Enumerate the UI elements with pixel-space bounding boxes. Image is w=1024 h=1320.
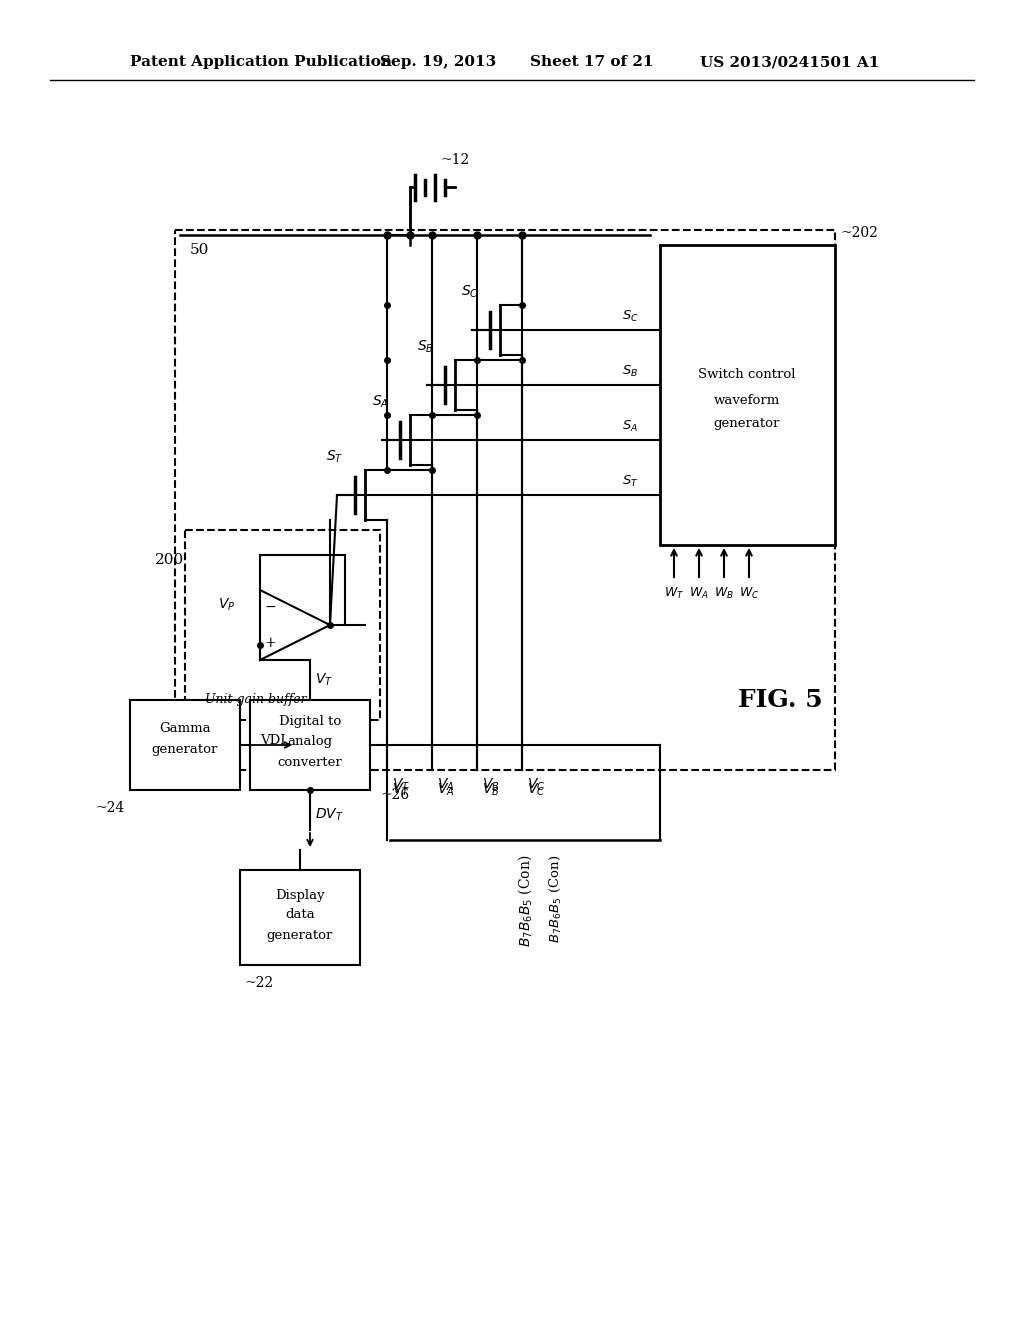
Text: Sep. 19, 2013: Sep. 19, 2013 bbox=[380, 55, 497, 69]
Text: generator: generator bbox=[152, 743, 218, 756]
Text: Digital to: Digital to bbox=[279, 715, 341, 729]
Text: generator: generator bbox=[714, 417, 780, 429]
Text: $S_{C}$: $S_{C}$ bbox=[622, 309, 638, 323]
Text: $W_B$: $W_B$ bbox=[714, 586, 734, 601]
Text: ~12: ~12 bbox=[440, 153, 469, 168]
Text: 50: 50 bbox=[190, 243, 209, 257]
Text: $S_{T}$: $S_{T}$ bbox=[327, 449, 344, 465]
Text: FIG. 5: FIG. 5 bbox=[737, 688, 822, 711]
Text: analog: analog bbox=[288, 735, 333, 748]
Text: $V_B$: $V_B$ bbox=[482, 776, 500, 793]
Text: $S_{A}$: $S_{A}$ bbox=[372, 393, 388, 411]
Text: ~26: ~26 bbox=[380, 788, 410, 803]
Text: $B_7B_6B_5$ (Con): $B_7B_6B_5$ (Con) bbox=[548, 855, 562, 944]
Bar bbox=[175, 230, 835, 770]
Text: +: + bbox=[264, 636, 275, 649]
Text: $V_C$: $V_C$ bbox=[527, 781, 545, 799]
Text: $W_C$: $W_C$ bbox=[738, 586, 759, 601]
Text: Sheet 17 of 21: Sheet 17 of 21 bbox=[530, 55, 653, 69]
Text: $DV_T$: $DV_T$ bbox=[315, 807, 344, 824]
Text: Display: Display bbox=[275, 888, 325, 902]
Text: US 2013/0241501 A1: US 2013/0241501 A1 bbox=[700, 55, 880, 69]
Text: converter: converter bbox=[278, 755, 342, 768]
Text: $W_T$: $W_T$ bbox=[664, 586, 684, 601]
Bar bbox=[660, 246, 835, 545]
Text: $S_{C}$: $S_{C}$ bbox=[461, 284, 479, 300]
Text: $V_T$: $V_T$ bbox=[392, 781, 410, 799]
Text: VDI: VDI bbox=[260, 734, 286, 747]
Text: ~24: ~24 bbox=[96, 801, 125, 814]
Text: $V_T$: $V_T$ bbox=[315, 672, 333, 688]
Bar bbox=[240, 870, 360, 965]
Text: $V_C$: $V_C$ bbox=[527, 776, 545, 793]
Text: 200: 200 bbox=[155, 553, 184, 568]
Text: $V_A$: $V_A$ bbox=[437, 776, 455, 793]
Text: $V_A$: $V_A$ bbox=[437, 781, 455, 799]
Text: $S_{B}$: $S_{B}$ bbox=[622, 363, 638, 379]
Text: $S_{T}$: $S_{T}$ bbox=[622, 474, 638, 488]
Text: $V_T$: $V_T$ bbox=[392, 776, 410, 793]
Text: $S_{A}$: $S_{A}$ bbox=[622, 418, 638, 433]
Text: Gamma: Gamma bbox=[159, 722, 211, 734]
Text: $B_7B_6B_5$ (Con): $B_7B_6B_5$ (Con) bbox=[516, 855, 534, 948]
Text: ~202: ~202 bbox=[840, 226, 878, 240]
Bar bbox=[250, 700, 370, 789]
Text: $V_B$: $V_B$ bbox=[482, 781, 500, 799]
Text: Switch control: Switch control bbox=[698, 368, 796, 381]
Bar bbox=[185, 531, 380, 719]
Text: −: − bbox=[264, 601, 275, 614]
Text: $W_A$: $W_A$ bbox=[689, 586, 709, 601]
Text: $V_P$: $V_P$ bbox=[218, 597, 234, 614]
Text: data: data bbox=[285, 908, 314, 921]
Text: Patent Application Publication: Patent Application Publication bbox=[130, 55, 392, 69]
Text: Unit gain buffer: Unit gain buffer bbox=[205, 693, 306, 706]
Text: ~22: ~22 bbox=[245, 975, 274, 990]
Bar bbox=[130, 700, 240, 789]
Text: $S_{B}$: $S_{B}$ bbox=[417, 339, 433, 355]
Text: generator: generator bbox=[267, 928, 333, 941]
Text: waveform: waveform bbox=[714, 393, 780, 407]
